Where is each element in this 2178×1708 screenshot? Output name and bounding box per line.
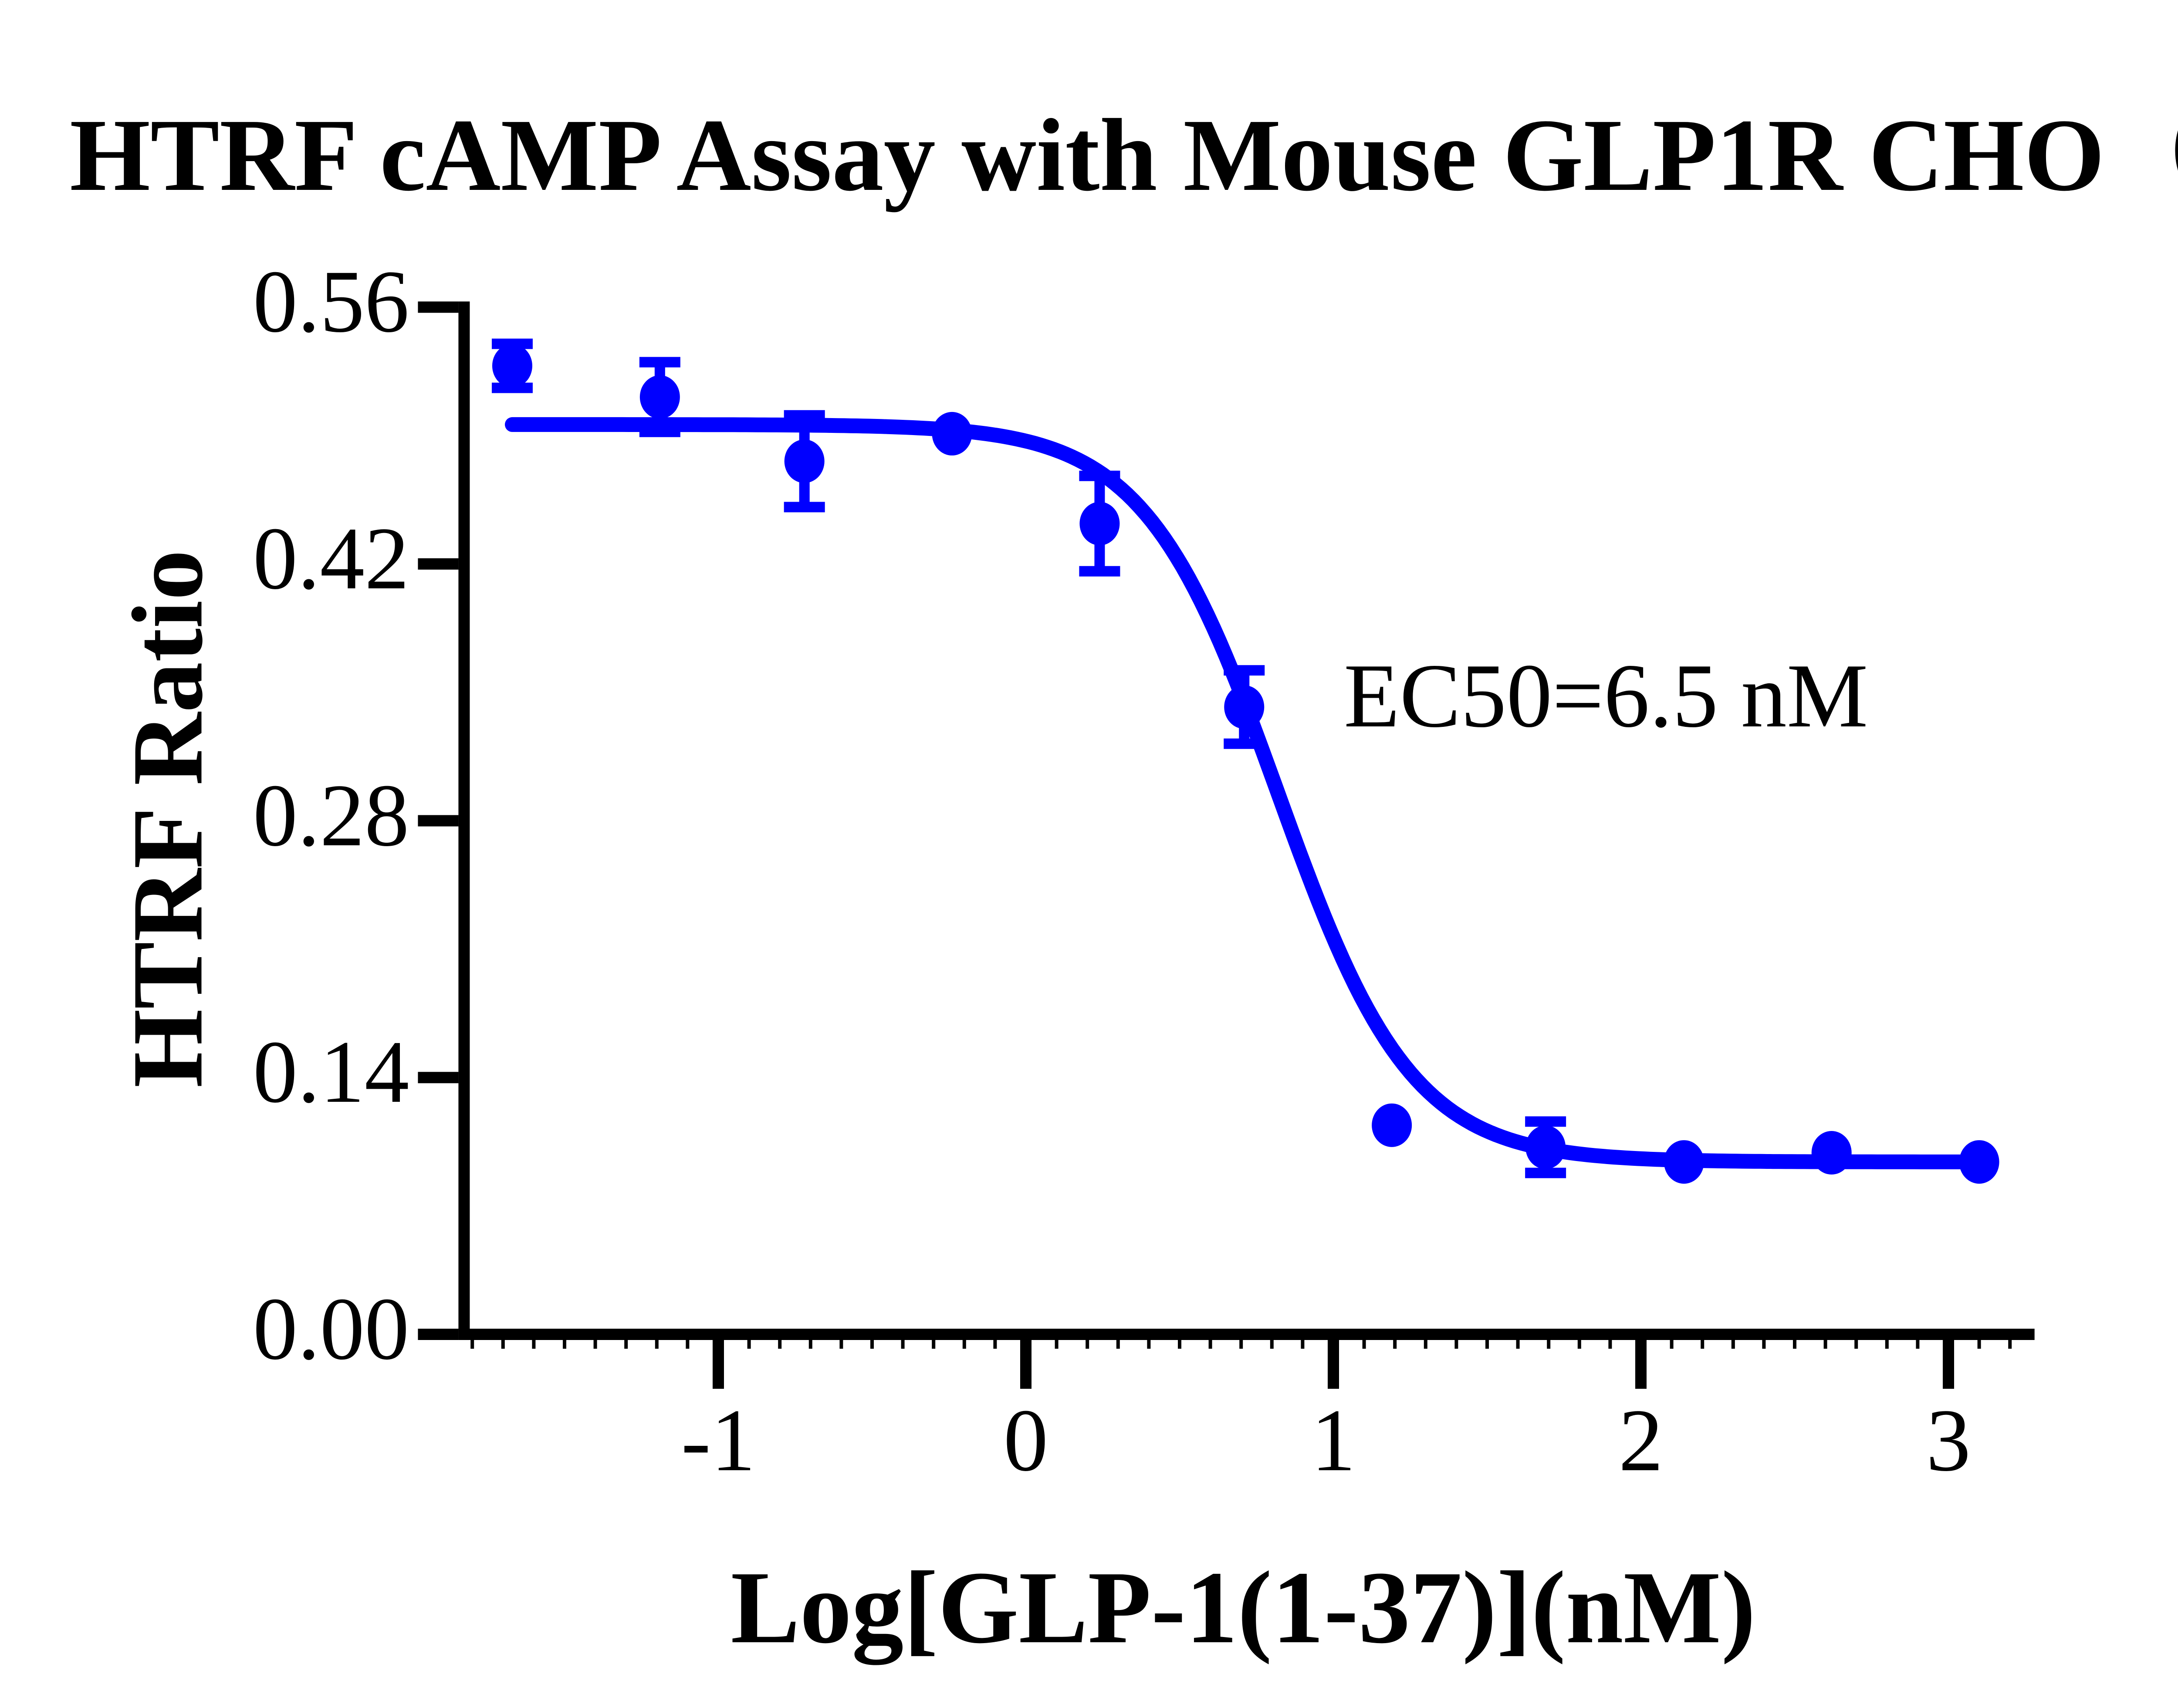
x-axis-minor-tick [624,1340,628,1349]
x-axis-minor-tick [747,1340,751,1349]
chart-title: HTRF cAMP Assay with Mouse GLP1R CHO（C15… [70,98,2178,213]
x-axis-title: Log[GLP-1(1-37)](nM) [731,1550,1756,1665]
x-axis-minor-tick [1977,1340,1981,1349]
ec50-annotation: EC50=6.5 nM [1344,645,1868,746]
x-axis-minor-tick [962,1340,966,1349]
x-axis-tick [1020,1340,1032,1389]
x-axis-minor-tick [686,1340,690,1349]
y-axis-line [458,301,470,1340]
x-axis-minor-tick [1362,1340,1366,1349]
x-axis-minor-tick [778,1340,782,1349]
x-axis-minor-tick [901,1340,905,1349]
data-point [1372,1103,1412,1147]
x-axis-minor-tick [1701,1340,1705,1349]
x-axis-minor-tick [1762,1340,1766,1349]
y-axis-tick [418,1072,459,1084]
data-point [639,375,680,419]
x-axis-minor-tick [932,1340,936,1349]
y-axis-tick [418,301,459,313]
x-axis-tick [1635,1340,1647,1389]
data-point [1664,1140,1704,1184]
x-axis-minor-tick [1270,1340,1274,1349]
x-axis-minor-tick [1916,1340,1920,1349]
x-tick-label: 1 [1311,1391,1356,1490]
x-axis-minor-tick [1301,1340,1305,1349]
x-axis-minor-tick [1393,1340,1397,1349]
fit-curve [505,417,1984,1169]
x-axis-minor-tick [1885,1340,1889,1349]
x-axis-minor-tick [1823,1340,1827,1349]
x-axis-minor-tick [1239,1340,1243,1349]
x-axis-minor-tick [1208,1340,1212,1349]
x-axis-minor-tick [563,1340,566,1349]
x-axis-minor-tick [1178,1340,1181,1349]
data-point [1811,1131,1852,1175]
x-axis-minor-tick [870,1340,874,1349]
x-axis-minor-tick [2008,1340,2012,1349]
y-axis-tick [418,815,459,827]
data-point [1079,502,1120,546]
y-tick-label: 0.56 [253,252,409,351]
data-point [1525,1125,1566,1169]
x-tick-label: 3 [1926,1391,1971,1490]
y-tick-label: 0.00 [253,1279,409,1378]
x-axis-line [458,1329,2035,1340]
x-axis-minor-tick [1516,1340,1520,1349]
x-tick-label: 0 [1003,1391,1048,1490]
x-axis-minor-tick [1424,1340,1427,1349]
data-point [784,439,825,483]
x-axis-minor-tick [1454,1340,1458,1349]
x-axis-minor-tick [993,1340,997,1349]
x-axis-minor-tick [1485,1340,1489,1349]
x-axis-minor-tick [1670,1340,1674,1349]
x-axis-minor-tick [839,1340,843,1349]
y-axis-tick [418,1329,459,1340]
x-axis-minor-tick [808,1340,812,1349]
x-axis-minor-tick [1577,1340,1581,1349]
x-axis-minor-tick [501,1340,505,1349]
x-axis-tick [713,1340,724,1389]
data-point [1224,685,1265,729]
x-axis-minor-tick [1116,1340,1120,1349]
y-tick-label: 0.28 [253,766,409,865]
x-axis-minor-tick [1793,1340,1796,1349]
x-axis-minor-tick [1731,1340,1735,1349]
x-axis-minor-tick [532,1340,536,1349]
data-point [932,412,972,456]
x-axis-tick [1943,1340,1954,1389]
x-axis-minor-tick [1147,1340,1151,1349]
x-axis-minor-tick [1854,1340,1858,1349]
x-axis-minor-tick [1055,1340,1059,1349]
data-point [492,344,532,388]
x-axis-minor-tick [593,1340,597,1349]
x-axis-minor-tick [470,1340,474,1349]
y-tick-label: 0.14 [253,1023,409,1122]
x-axis-minor-tick [1086,1340,1089,1349]
x-tick-label: -1 [681,1391,756,1490]
x-axis-minor-tick [655,1340,659,1349]
x-tick-label: 2 [1618,1391,1664,1490]
data-point [1959,1140,1999,1184]
y-axis-tick [418,558,459,570]
x-axis-minor-tick [1547,1340,1551,1349]
x-axis-minor-tick [1608,1340,1612,1349]
y-tick-label: 0.42 [253,509,409,608]
x-axis-tick [1328,1340,1339,1389]
